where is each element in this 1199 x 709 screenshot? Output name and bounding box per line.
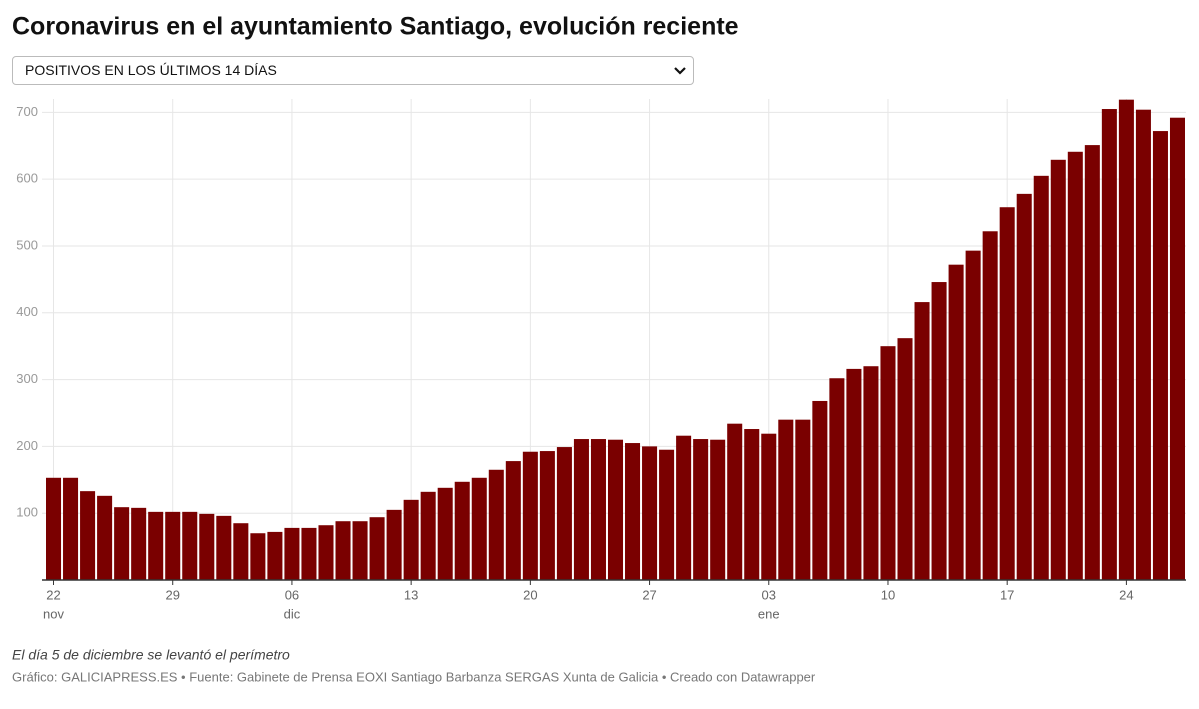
bar	[369, 517, 385, 580]
bar	[63, 477, 79, 580]
bar	[250, 533, 266, 580]
bar	[131, 507, 147, 580]
bar	[659, 449, 675, 580]
x-tick-label: 27	[642, 587, 656, 602]
bar	[199, 513, 215, 580]
x-month-label: ene	[758, 606, 780, 621]
y-tick-label: 300	[16, 371, 38, 386]
y-tick-label: 400	[16, 304, 38, 319]
bar	[318, 525, 334, 580]
bar	[420, 491, 436, 580]
bar	[573, 439, 589, 580]
bar	[693, 439, 709, 580]
note: El día 5 de diciembre se levantó el perí…	[12, 647, 290, 663]
bar	[301, 527, 317, 580]
bar	[556, 447, 572, 580]
y-tick-label: 200	[16, 438, 38, 453]
y-tick-label: 500	[16, 237, 38, 252]
bar	[488, 469, 504, 580]
bar	[965, 250, 981, 580]
bar	[352, 521, 368, 580]
bar	[284, 527, 300, 580]
x-month-label: nov	[43, 606, 64, 621]
chart-title: Coronavirus en el ayuntamiento Santiago,…	[12, 13, 739, 41]
x-tick-label: 29	[165, 587, 179, 602]
bar	[522, 451, 538, 580]
bar	[795, 419, 811, 580]
bar	[897, 338, 913, 580]
bar	[1118, 99, 1134, 580]
bar	[778, 419, 794, 580]
bar	[97, 495, 113, 580]
bar	[744, 429, 760, 580]
bar	[625, 443, 641, 580]
bar	[607, 439, 624, 580]
bar	[863, 366, 879, 580]
bar	[1101, 109, 1117, 580]
bar	[710, 439, 726, 580]
bar	[1084, 145, 1100, 581]
bar	[914, 302, 930, 580]
x-month-label: dic	[284, 606, 301, 621]
x-tick-label: 20	[523, 587, 537, 602]
bar	[182, 511, 198, 580]
y-tick-label: 700	[16, 104, 38, 119]
bar	[216, 515, 232, 580]
chevron	[674, 67, 686, 75]
bar	[148, 511, 164, 580]
x-tick-label: 17	[1000, 587, 1014, 602]
bar	[948, 264, 964, 580]
bar	[999, 207, 1015, 580]
bar	[233, 523, 249, 580]
bar	[80, 491, 96, 580]
bar	[386, 509, 402, 580]
bar	[846, 368, 862, 580]
bar	[46, 477, 62, 580]
bar	[335, 521, 351, 580]
bar	[1135, 109, 1151, 580]
bar	[1067, 151, 1083, 581]
y-tick-label: 600	[16, 171, 38, 186]
source: Gráfico: GALICIAPRESS.ES • Fuente: Gabin…	[12, 669, 816, 684]
x-tick-label: 03	[762, 587, 776, 602]
bar	[676, 435, 692, 580]
x-tick-label: 24	[1119, 587, 1133, 602]
bar	[931, 282, 947, 580]
bar	[880, 346, 896, 580]
x-tick-label: 10	[881, 587, 895, 602]
bar	[114, 507, 130, 580]
bar	[267, 531, 283, 580]
bar	[454, 481, 470, 580]
dropdown[interactable]: POSITIVOS EN LOS ÚLTIMOS 14 DÍAS	[12, 56, 694, 85]
bar	[1152, 131, 1168, 581]
bar	[165, 511, 181, 580]
bar	[1050, 159, 1066, 580]
bar	[1169, 117, 1185, 580]
bar	[437, 487, 453, 580]
x-tick-label: 06	[285, 587, 299, 602]
bar	[812, 400, 828, 580]
bar	[590, 439, 606, 580]
x-tick-label: 22	[46, 587, 60, 602]
bar	[505, 461, 521, 580]
dropdown-label: POSITIVOS EN LOS ÚLTIMOS 14 DÍAS	[25, 62, 277, 78]
bar	[642, 446, 658, 580]
bar	[1033, 175, 1049, 580]
y-tick-label: 100	[16, 505, 38, 520]
bar	[982, 231, 998, 580]
bar	[471, 477, 487, 580]
bar	[1016, 193, 1032, 580]
bar	[761, 433, 777, 580]
bar	[829, 378, 845, 580]
x-tick-label: 13	[404, 587, 418, 602]
bar	[539, 451, 555, 580]
bar	[727, 423, 743, 580]
bar	[403, 499, 419, 580]
